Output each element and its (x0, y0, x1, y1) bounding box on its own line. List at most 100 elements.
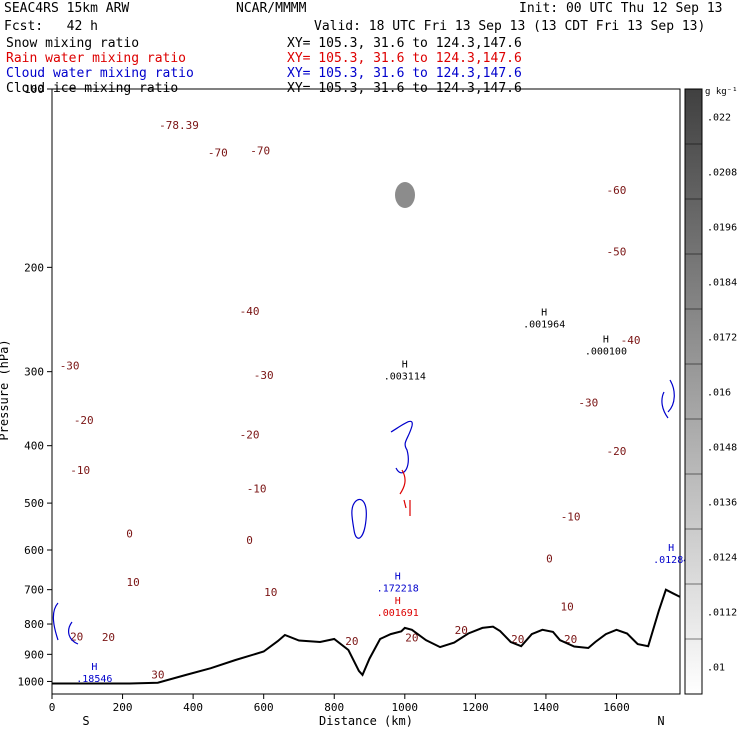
colorbar-scale (684, 88, 703, 695)
cloud-ice-shading (395, 182, 415, 208)
colorbar-tick-label: .0112 (707, 608, 737, 619)
y-axis-title: Pressure (hPa) (0, 339, 11, 440)
x-tick-label: 200 (113, 701, 133, 714)
contour-label: 0 (246, 534, 253, 547)
x-tick-label: 1600 (603, 701, 630, 714)
org-label: NCAR/MMMM (236, 1, 307, 16)
y-tick-label: 700 (24, 584, 44, 597)
max-marker-letter: H (402, 360, 408, 371)
hydrometeor-features (52, 182, 675, 645)
max-marker-value: .001964 (523, 320, 565, 331)
field-xy-cloud-water: XY= 105.3, 31.6 to 124.3,147.6 (287, 66, 522, 81)
contour-label: 20 (345, 635, 358, 648)
y-tick-label: 1000 (18, 675, 45, 688)
max-marker-value: .172218 (377, 584, 419, 595)
y-tick-label: 800 (24, 618, 44, 631)
max-marker-value: .001691 (377, 608, 419, 619)
rain-contour (399, 469, 411, 516)
max-marker-letter: H (395, 572, 401, 583)
valid-time: Valid: 18 UTC Fri 13 Sep 13 (13 CDT Fri … (314, 19, 706, 34)
south-label: S (82, 714, 89, 728)
contour-label: -20 (607, 445, 627, 458)
field-label-cloud-water: Cloud water mixing ratio (6, 66, 194, 81)
contour-label: -10 (247, 482, 267, 495)
contour-label: -30 (254, 369, 274, 382)
contour-label: -20 (74, 414, 94, 427)
field-xy-snow: XY= 105.3, 31.6 to 124.3,147.6 (287, 36, 522, 51)
field-label-snow: Snow mixing ratio (6, 36, 140, 51)
field-xy-rain: XY= 105.3, 31.6 to 124.3,147.6 (287, 51, 522, 66)
max-marker-value: .003114 (384, 372, 426, 383)
colorbar-tick-label: .022 (707, 113, 731, 124)
max-marker-value: .18546 (76, 674, 112, 685)
max-marker-letter: H (395, 596, 401, 607)
y-tick-label: 500 (24, 497, 44, 510)
contour-label: 0 (546, 552, 553, 565)
y-tick-label: 400 (24, 440, 44, 453)
colorbar-unit: g kg⁻¹ (705, 87, 738, 97)
contour-label: -10 (561, 511, 581, 524)
contour-label: -40 (621, 334, 641, 347)
contour-label: -70 (208, 147, 228, 160)
contour-label: 10 (560, 601, 573, 614)
contour-label: -20 (240, 429, 260, 442)
max-marker-letter: H (541, 308, 547, 319)
x-axis: 0 200 400 600 800 1000 1200 1400 1600 (49, 694, 630, 714)
north-label: N (657, 714, 664, 728)
colorbar-tick-label: .0148 (707, 443, 737, 454)
colorbar-tick-label: .0196 (707, 223, 737, 234)
cloud-water-contour-south (52, 602, 79, 645)
contour-label: 20 (70, 630, 83, 643)
terrain-line (52, 588, 681, 685)
x-tick-label: 600 (254, 701, 274, 714)
cloud-water-contour-mid (390, 420, 413, 474)
x-tick-label: 1000 (392, 701, 419, 714)
max-marker-letter: H (668, 543, 674, 554)
plot-frame (51, 88, 681, 695)
x-axis-title: Distance (km) (319, 714, 413, 728)
y-tick-label: 600 (24, 544, 44, 557)
contour-label: -30 (578, 396, 598, 409)
contour-label: -70 (250, 144, 270, 157)
field-label-rain: Rain water mixing ratio (6, 51, 187, 66)
colorbar-tick-label: .0124 (707, 553, 737, 564)
y-tick-label: 200 (24, 261, 44, 274)
x-tick-label: 0 (49, 701, 56, 714)
forecast-hour: Fcst: 42 h (4, 19, 98, 34)
colorbar-tick-label: .0172 (707, 333, 737, 344)
cloud-water-contour-north (661, 379, 675, 419)
contour-label: -40 (240, 305, 260, 318)
contour-label: 20 (455, 624, 468, 637)
model-title: SEAC4RS 15km ARW (4, 1, 130, 16)
contour-label: -10 (70, 464, 90, 477)
contour-label: -78.39 (159, 119, 199, 132)
y-axis: 200 300 400 500 600 700 800 900 1000 100 (18, 83, 52, 688)
contour-label: 10 (127, 576, 140, 589)
x-tick-label: 1200 (462, 701, 489, 714)
colorbar-tick-label: .0184 (707, 278, 737, 289)
y-tick-label: 900 (24, 648, 44, 661)
max-marker-value: .000100 (585, 346, 627, 357)
max-marker-letter: H (91, 662, 97, 673)
x-tick-label: 400 (183, 701, 203, 714)
y-top-tick-label: 100 (24, 83, 44, 96)
colorbar-tick-label: .0208 (707, 168, 737, 179)
contour-label: 20 (102, 631, 115, 644)
colorbar-tick-label: .01 (707, 663, 725, 674)
contour-label: 30 (151, 668, 164, 681)
contour-label: -60 (607, 184, 627, 197)
max-markers: H.001964H.000100H.003114H.01284H.172218H… (76, 308, 689, 686)
contour-label: 0 (126, 528, 133, 541)
terrain-layer (52, 588, 681, 685)
init-time: Init: 00 UTC Thu 12 Sep 13 (519, 1, 723, 16)
y-tick-label: 300 (24, 366, 44, 379)
colorbar-tick-label: .0136 (707, 498, 737, 509)
temperature-contours: -78.39 -70 -70 -60 -50 -40 -40 -30 -30 -30 -20 -20 -… (60, 119, 641, 681)
cloud-water-contour-low (351, 498, 367, 539)
contour-label: 10 (264, 586, 277, 599)
x-tick-label: 1400 (533, 701, 560, 714)
max-marker-value: .01284 (653, 555, 689, 566)
colorbar-tick-label: .016 (707, 388, 731, 399)
contour-label: -30 (60, 360, 80, 373)
